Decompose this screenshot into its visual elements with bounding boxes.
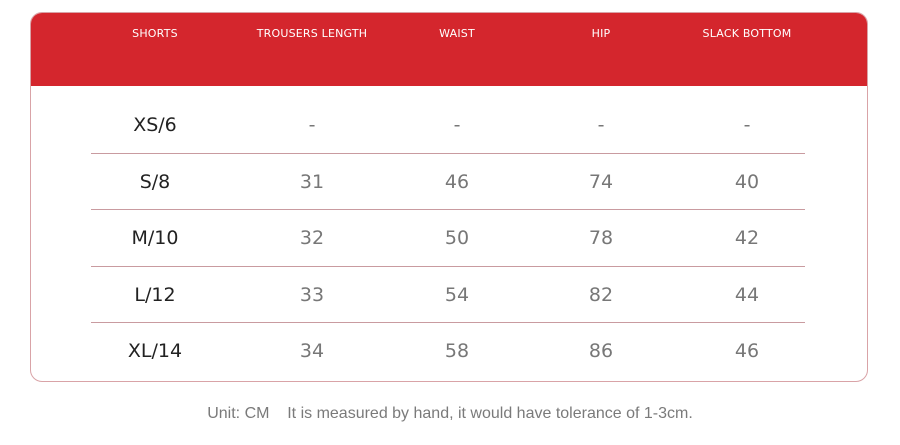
measurement: 82 — [588, 283, 614, 306]
measurement: - — [597, 114, 605, 136]
measurement: 46 — [444, 170, 470, 193]
size-label: S/8 — [139, 170, 171, 193]
measurement: 78 — [588, 227, 614, 249]
row-divider — [91, 265, 805, 267]
measurement: - — [308, 114, 316, 136]
measurement: 42 — [734, 227, 760, 249]
table-row: XL/14 34 58 86 46 — [31, 323, 867, 379]
measurement: 54 — [444, 283, 470, 306]
column-header: WAIST — [439, 27, 475, 40]
measurement: 44 — [734, 283, 760, 306]
measurement: 50 — [444, 227, 470, 249]
measurement: 31 — [299, 170, 325, 193]
table-row: L/12 33 54 82 44 — [31, 267, 867, 323]
measurement: - — [453, 114, 461, 136]
measurement: 40 — [734, 170, 760, 193]
table-row: XS/6 - - - - — [31, 97, 867, 153]
column-header: HIP — [591, 27, 611, 40]
size-table: SHORTS TROUSERS LENGTH WAIST HIP SLACK BOTTO… — [30, 12, 868, 382]
table-header: SHORTS TROUSERS LENGTH WAIST HIP SLACK BOTTO… — [31, 13, 867, 86]
row-divider — [91, 322, 805, 323]
measurement: 86 — [588, 340, 614, 362]
table-row: S/8 31 46 74 40 — [31, 154, 867, 210]
row-divider — [91, 209, 805, 210]
column-header: TROUSERS LENGTH — [256, 27, 368, 40]
measurement: 34 — [299, 340, 325, 362]
table-row: M/10 32 50 78 42 — [31, 210, 867, 266]
measurement: 33 — [299, 283, 325, 306]
row-divider — [91, 152, 805, 154]
measurement: 74 — [588, 170, 614, 193]
column-header: SLACK BOTTOM — [702, 27, 792, 40]
measurement: 58 — [444, 340, 470, 362]
measurement: - — [743, 114, 751, 136]
measurement: 32 — [299, 227, 325, 249]
size-label: M/10 — [131, 227, 179, 249]
measurement: 46 — [734, 340, 760, 362]
footnote: Unit: CM It is measured by hand, it woul… — [207, 405, 693, 422]
size-label: L/12 — [134, 283, 176, 306]
size-label: XL/14 — [127, 340, 183, 362]
column-header: SHORTS — [132, 27, 178, 40]
size-label: XS/6 — [133, 114, 177, 136]
